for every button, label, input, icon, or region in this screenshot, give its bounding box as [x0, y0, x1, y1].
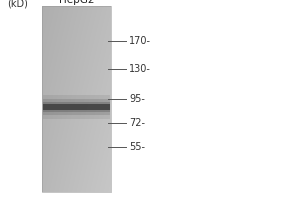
Bar	[43, 104, 110, 110]
Text: (kD): (kD)	[8, 0, 29, 9]
Text: 55-: 55-	[129, 142, 145, 152]
Text: 95-: 95-	[129, 94, 145, 104]
Bar	[43, 102, 110, 112]
Bar	[42, 6, 111, 192]
Bar	[43, 99, 110, 115]
Text: 170-: 170-	[129, 36, 151, 46]
Text: 72-: 72-	[129, 118, 145, 128]
Text: HepG2: HepG2	[59, 0, 94, 5]
Bar	[43, 95, 110, 119]
Text: 130-: 130-	[129, 64, 151, 74]
